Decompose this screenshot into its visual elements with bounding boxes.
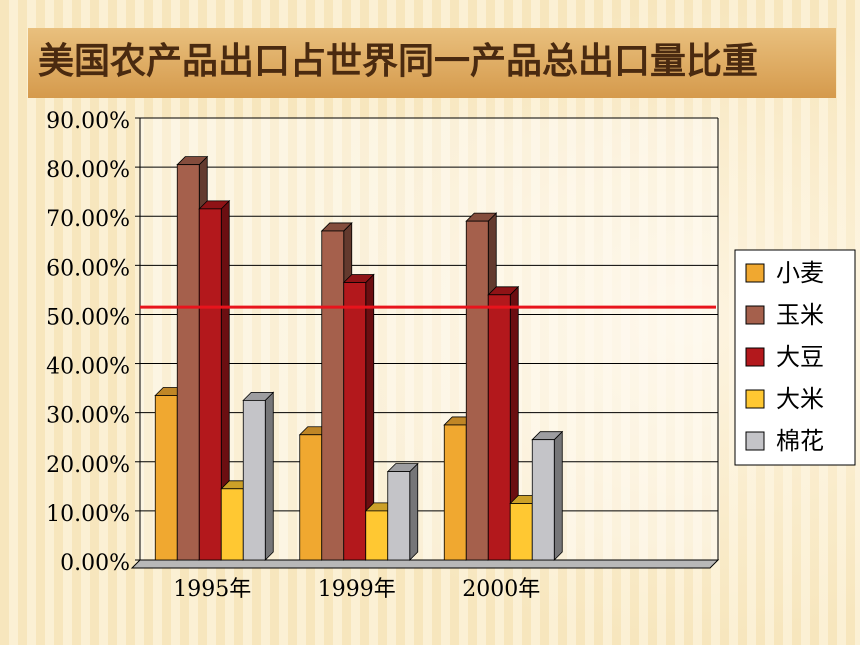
legend-label: 小麦 xyxy=(776,259,824,287)
bar-side xyxy=(409,462,419,561)
bar xyxy=(342,273,375,561)
legend-swatch xyxy=(745,305,765,325)
bar xyxy=(242,391,275,561)
y-tick-label: 70.00% xyxy=(46,207,130,232)
x-tick-label: 1999年 xyxy=(318,577,396,602)
bar-front xyxy=(487,294,511,561)
bar-front xyxy=(242,399,266,561)
bar-front xyxy=(321,230,345,561)
bar-side xyxy=(553,430,563,561)
plot: 0.00% 10.00% 20.00% 30.00% 40.00% 50.00% 60.00… xyxy=(46,109,720,602)
y-tick-label: 30.00% xyxy=(46,404,130,429)
bar xyxy=(198,199,231,561)
bar-side xyxy=(264,391,274,561)
y-tick-label: 10.00% xyxy=(46,502,130,527)
bar-front xyxy=(509,503,533,561)
floor xyxy=(130,559,720,569)
bar-front xyxy=(531,439,555,561)
legend-label: 大豆 xyxy=(776,343,824,371)
bar xyxy=(531,430,564,561)
title-banner xyxy=(28,28,836,98)
bar-front xyxy=(176,164,200,561)
bar-front xyxy=(343,282,367,561)
bar-front xyxy=(299,434,323,561)
legend-label: 棉花 xyxy=(776,427,824,455)
bar-front xyxy=(198,208,222,561)
y-tick-label: 80.00% xyxy=(46,158,130,183)
legend-label: 大米 xyxy=(776,385,824,413)
legend-label: 玉米 xyxy=(776,301,824,329)
y-tick-label: 50.00% xyxy=(46,305,130,330)
y-tick-label: 90.00% xyxy=(46,109,130,134)
bar-front xyxy=(154,395,178,561)
x-tick-label: 1995年 xyxy=(173,577,251,602)
bar-front xyxy=(443,424,467,561)
legend-swatch xyxy=(745,431,765,451)
x-tick-label: 2000年 xyxy=(462,577,540,602)
bar-front xyxy=(220,488,244,561)
legend-swatch xyxy=(745,389,765,409)
bar xyxy=(386,462,419,561)
legend-swatch xyxy=(745,347,765,367)
y-tick-label: 0.00% xyxy=(60,551,130,576)
y-tick-label: 40.00% xyxy=(46,355,130,380)
bar-front xyxy=(387,471,411,561)
bar-front xyxy=(365,510,389,561)
y-tick-label: 60.00% xyxy=(46,256,130,281)
chart-title: 美国农产品出口占世界同一产品总出口量比重 xyxy=(38,41,758,82)
legend-swatch xyxy=(745,263,765,283)
y-tick-label: 20.00% xyxy=(46,453,130,478)
bar-front xyxy=(465,220,489,561)
